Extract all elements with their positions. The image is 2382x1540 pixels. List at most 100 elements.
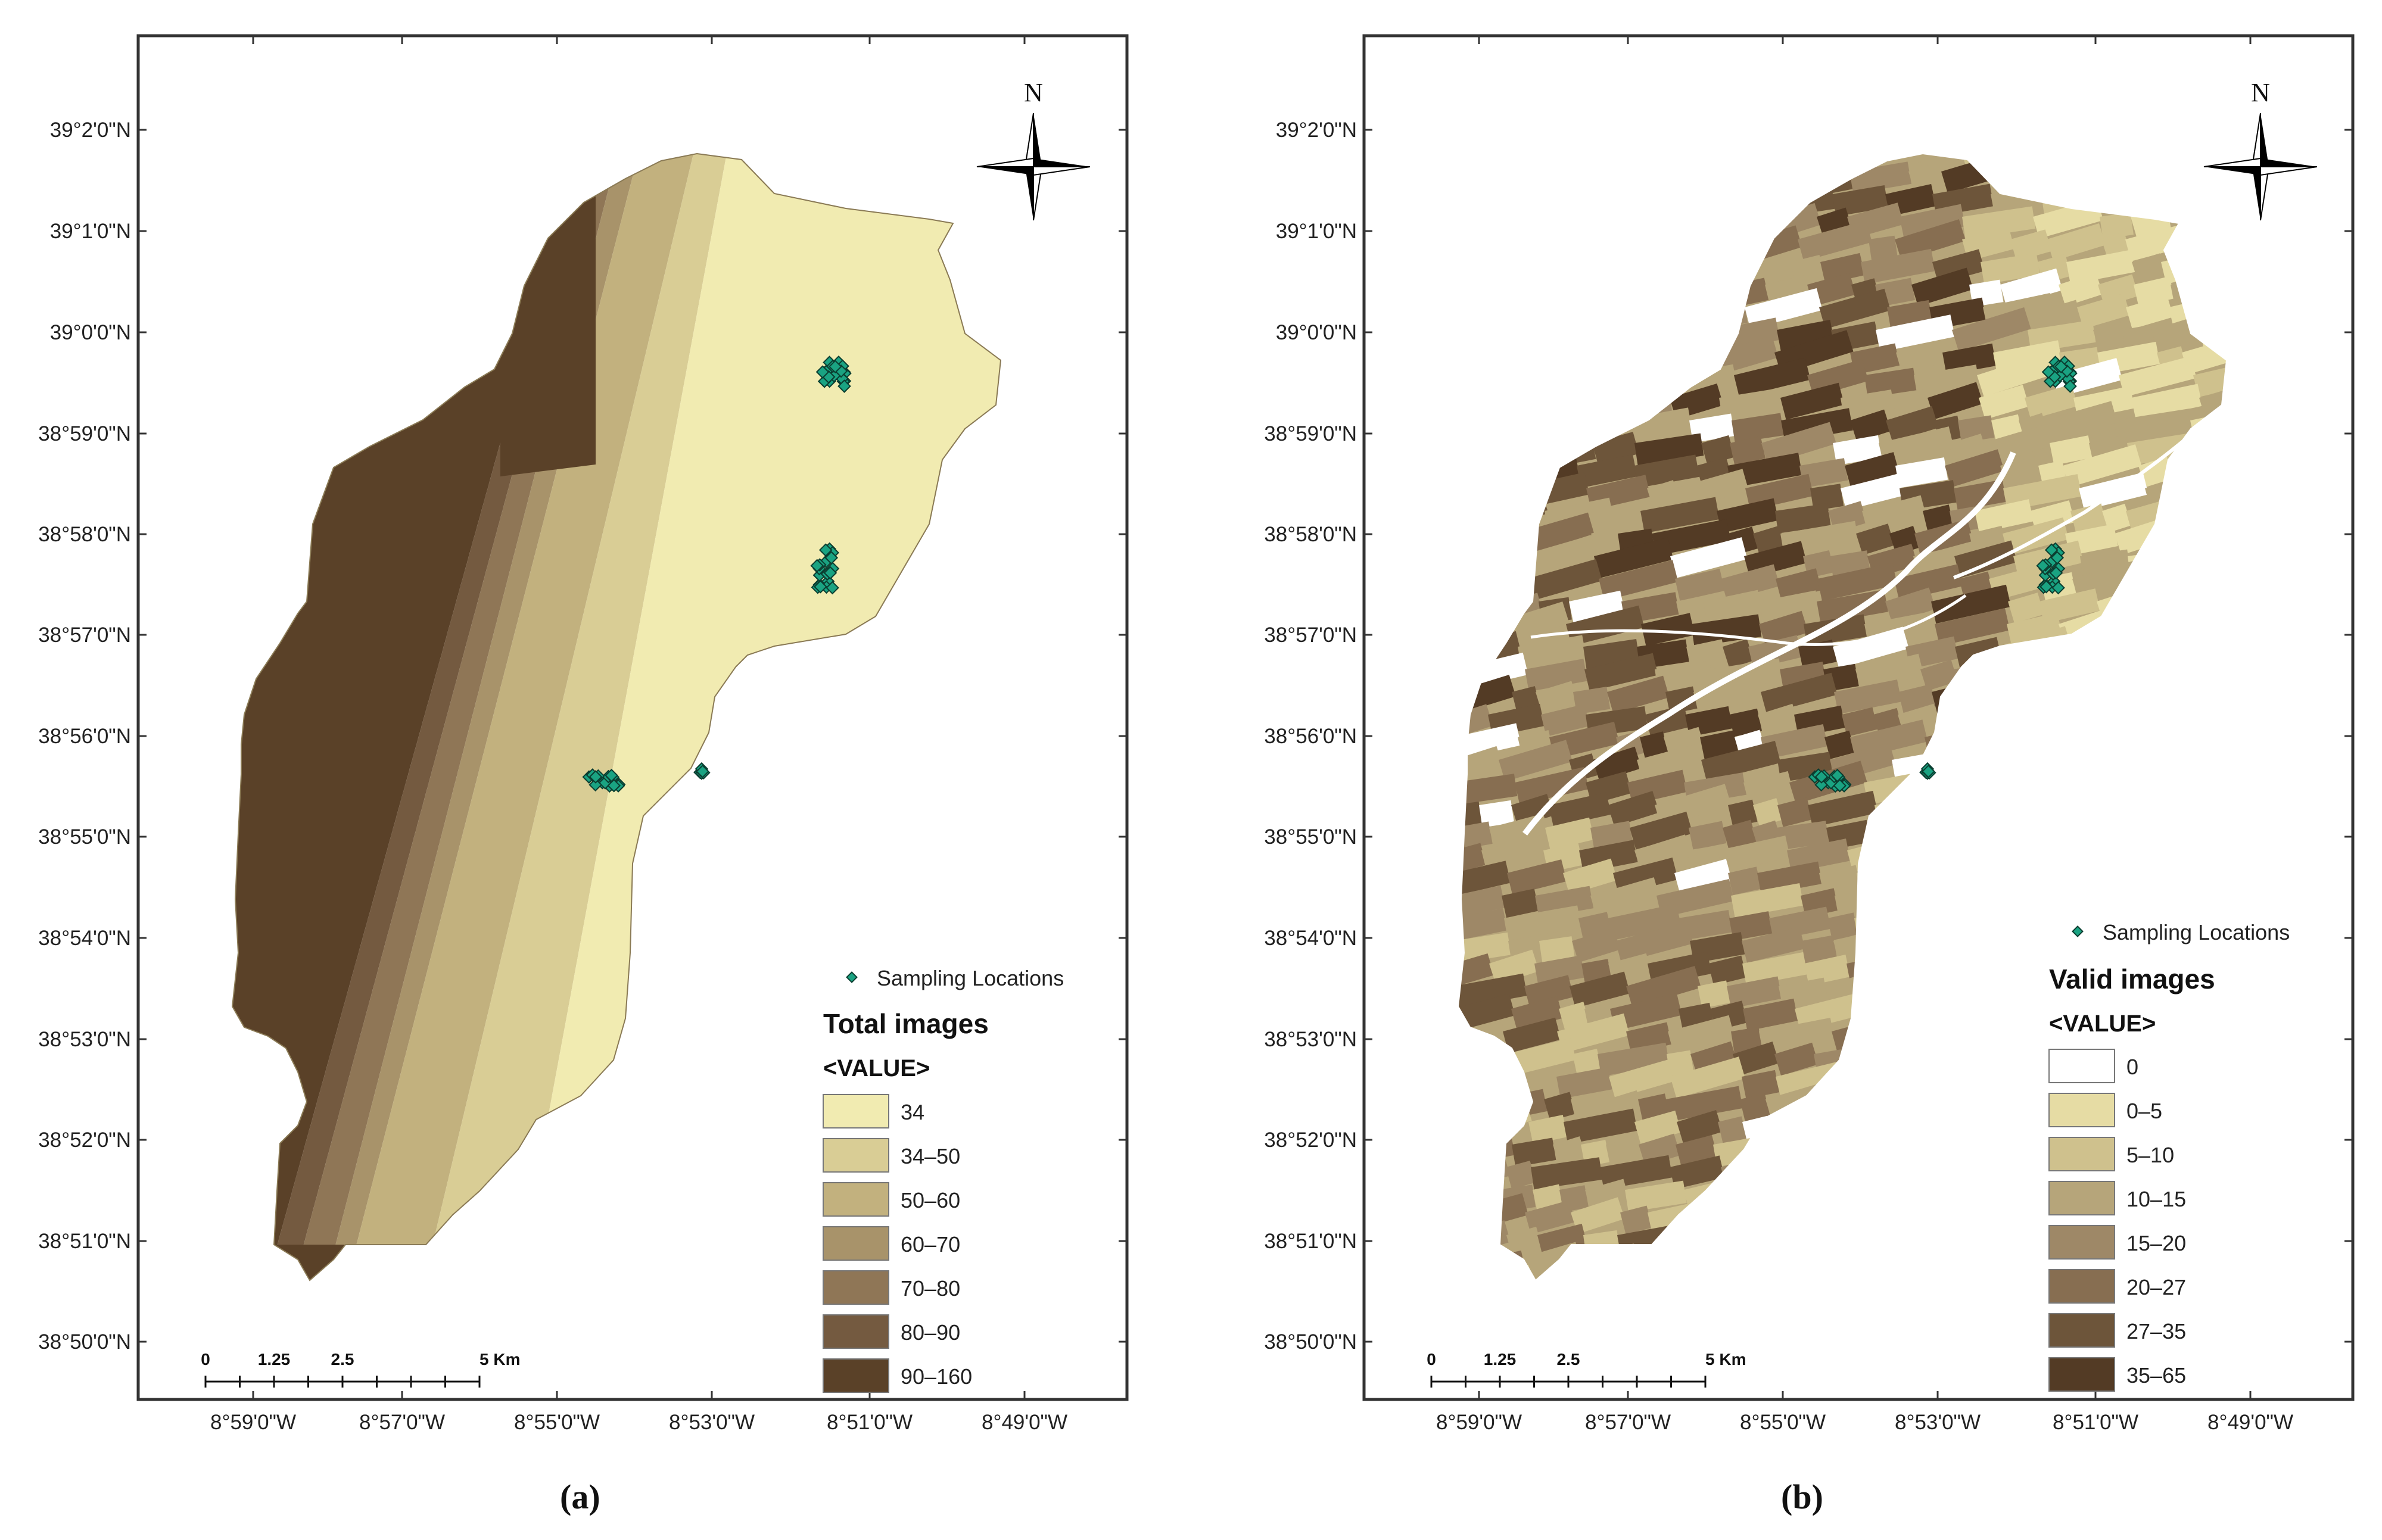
field-parcel bbox=[1855, 523, 1895, 556]
field-parcel bbox=[1544, 1092, 1576, 1121]
scale-label: 5 Km bbox=[479, 1350, 520, 1368]
field-parcel bbox=[1743, 998, 1798, 1031]
lon-label: 8°51'0"W bbox=[827, 1411, 913, 1434]
legend-class-label: 20–27 bbox=[2126, 1275, 2186, 1299]
field-parcel bbox=[2051, 300, 2083, 329]
field-parcel bbox=[1958, 415, 1995, 443]
field-parcel bbox=[1819, 288, 1891, 329]
field-parcel bbox=[2047, 223, 2106, 261]
field-parcel bbox=[1548, 792, 1611, 828]
legend-marker-label: Sampling Locations bbox=[877, 966, 1064, 990]
field-parcel bbox=[1977, 352, 2056, 397]
field-parcel bbox=[1817, 562, 1898, 601]
field-parcel bbox=[1819, 865, 1861, 896]
field-parcel bbox=[1593, 746, 1642, 782]
field-parcel bbox=[1710, 658, 1783, 692]
legend-class-label: 34–50 bbox=[901, 1144, 960, 1168]
field-parcel bbox=[1942, 343, 1997, 375]
lon-label: 8°57'0"W bbox=[1585, 1411, 1671, 1434]
field-parcel bbox=[1553, 1136, 1587, 1167]
field-parcel bbox=[1524, 975, 1574, 1008]
legend-marker-icon bbox=[2072, 925, 2084, 937]
legend-a: Sampling Locations Total images <VALUE> 34 3… bbox=[823, 966, 1064, 1393]
sampling-point bbox=[837, 379, 851, 393]
arrow-half bbox=[2252, 167, 2260, 220]
field-parcel bbox=[1775, 503, 1831, 534]
legend-swatch bbox=[2048, 1049, 2115, 1083]
field-parcel bbox=[1674, 469, 1749, 510]
lat-label: 39°2'0"N bbox=[50, 119, 131, 142]
field-parcel bbox=[1810, 484, 1844, 511]
field-parcel bbox=[1678, 910, 1733, 941]
field-parcel bbox=[1731, 883, 1804, 918]
legend-swatch bbox=[2048, 1357, 2115, 1392]
field-parcel bbox=[1845, 452, 1900, 488]
scale-label: 5 Km bbox=[1705, 1350, 1746, 1368]
lon-label: 8°53'0"W bbox=[1895, 1411, 1981, 1434]
field-parcel bbox=[1479, 800, 1515, 828]
field-parcel bbox=[2114, 409, 2193, 443]
field-parcel bbox=[1743, 771, 1794, 805]
field-parcel bbox=[1911, 267, 1973, 307]
sampling-point bbox=[589, 770, 603, 784]
sampling-point bbox=[828, 360, 842, 373]
field-parcel bbox=[2000, 268, 2063, 307]
sampling-point bbox=[605, 768, 618, 783]
lat-label: 38°52'0"N bbox=[1264, 1128, 1357, 1152]
sampling-point bbox=[2036, 559, 2050, 573]
lat-label: 38°53'0"N bbox=[1264, 1028, 1357, 1051]
sampling-point bbox=[824, 551, 839, 565]
field-parcel bbox=[1525, 1200, 1575, 1235]
lat-label: 38°57'0"N bbox=[1264, 624, 1357, 647]
field-parcel bbox=[1541, 704, 1590, 737]
lat-label: 39°1'0"N bbox=[1276, 220, 1357, 243]
field-parcel bbox=[1693, 676, 1764, 714]
field-parcel bbox=[1675, 568, 1725, 601]
field-parcel bbox=[1512, 1137, 1556, 1167]
lat-label: 38°52'0"N bbox=[38, 1128, 131, 1152]
field-parcel bbox=[1776, 821, 1829, 850]
field-parcel bbox=[1728, 866, 1762, 896]
legend-class-label: 0–5 bbox=[2126, 1099, 2162, 1123]
field-parcel bbox=[1718, 388, 1783, 420]
sampling-point bbox=[814, 579, 827, 594]
field-parcel bbox=[1954, 540, 2017, 578]
sampling-point bbox=[1814, 770, 1829, 784]
field-parcel bbox=[2093, 322, 2127, 352]
field-parcel bbox=[2066, 250, 2135, 285]
map-panel-a: 39°2'0"N 39°1'0"N 39°0'0"N 38°59'0"N 38°58'0… bbox=[38, 34, 1129, 1434]
field-parcel bbox=[1507, 859, 1567, 895]
sampling-point bbox=[589, 778, 603, 792]
field-parcel bbox=[1626, 965, 1701, 1008]
legend-swatch bbox=[823, 1314, 889, 1349]
legend-swatch bbox=[823, 1270, 889, 1305]
field-parcel bbox=[1820, 252, 1865, 285]
field-parcel bbox=[1640, 731, 1669, 759]
field-parcel bbox=[1962, 206, 2036, 239]
north-arrow-icon: N bbox=[976, 78, 1091, 221]
field-parcel bbox=[2043, 401, 2118, 442]
sampling-point bbox=[826, 581, 839, 595]
field-parcel bbox=[1645, 704, 1690, 737]
field-parcel bbox=[1798, 220, 1872, 261]
scale-label: 1.25 bbox=[258, 1350, 291, 1368]
sampling-point bbox=[2050, 551, 2065, 565]
lon-label: 8°51'0"W bbox=[2053, 1411, 2138, 1434]
legend-class-label: 0 bbox=[2126, 1055, 2138, 1079]
field-parcel bbox=[1720, 564, 1780, 601]
field-parcel bbox=[1506, 1226, 1543, 1257]
field-parcel bbox=[1908, 161, 1947, 194]
field-parcel bbox=[1511, 996, 1564, 1031]
field-parcel bbox=[1655, 660, 1713, 692]
field-parcel bbox=[1590, 877, 1661, 918]
legend-swatch bbox=[2048, 1225, 2115, 1260]
study-area-outline-b bbox=[1457, 152, 2228, 1282]
legend-swatch bbox=[823, 1094, 889, 1128]
legend-value-label: <VALUE> bbox=[823, 1055, 930, 1081]
sampling-point bbox=[2049, 566, 2063, 580]
field-parcel bbox=[1634, 834, 1692, 872]
field-parcel bbox=[1458, 993, 1515, 1031]
arrow-half bbox=[1033, 113, 1042, 167]
legend-title: Valid images bbox=[2049, 964, 2215, 995]
field-parcel bbox=[1668, 1015, 1735, 1053]
